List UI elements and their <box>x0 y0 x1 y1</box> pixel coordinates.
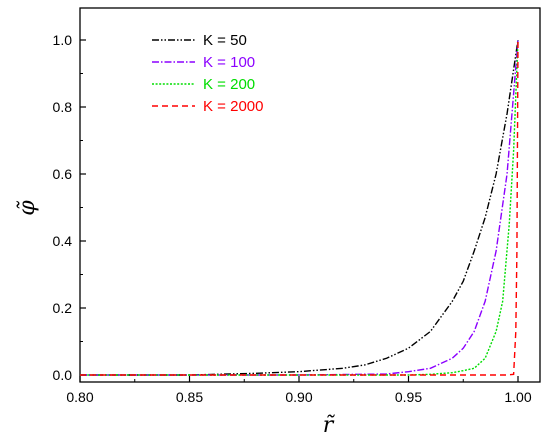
y-tick-label: 1.0 <box>53 32 73 48</box>
series-lines <box>80 39 519 376</box>
legend: K = 50 K = 100 K = 200 K = 2000 <box>152 32 263 115</box>
legend-label-2: K = 200 <box>203 76 255 93</box>
y-tick-label: 0.4 <box>53 233 73 249</box>
y-axis-title: φ̃ <box>15 200 40 216</box>
tick-labels: 0.80 0.85 0.90 0.95 1.00 0.0 0.2 0.4 0.6 0.8 1.0 <box>53 32 532 405</box>
x-tick-label: 0.90 <box>285 389 312 405</box>
series-line-3 <box>80 39 519 376</box>
legend-label-0: K = 50 <box>203 32 247 49</box>
legend-label-3: K = 2000 <box>203 98 263 115</box>
axis-ticks <box>79 39 519 382</box>
x-tick-label: 0.95 <box>395 389 422 405</box>
x-tick-label: 0.85 <box>176 389 203 405</box>
series-line-0 <box>80 39 519 376</box>
y-tick-label: 0.8 <box>53 99 73 115</box>
series-line-2 <box>80 39 519 376</box>
legend-label-1: K = 100 <box>203 54 255 71</box>
plot-border <box>79 7 541 383</box>
x-axis-title: r̃ <box>323 413 336 438</box>
series-line-1 <box>80 39 519 376</box>
plot-frame <box>79 7 541 383</box>
x-tick-label: 1.00 <box>504 389 531 405</box>
x-tick-label: 0.80 <box>66 389 93 405</box>
y-tick-label: 0.2 <box>53 300 73 316</box>
y-tick-label: 0.0 <box>53 367 73 383</box>
y-tick-label: 0.6 <box>53 166 73 182</box>
